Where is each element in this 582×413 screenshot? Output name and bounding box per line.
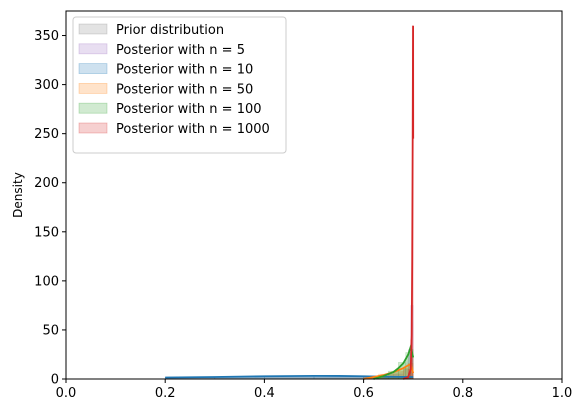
legend-label-posterior-with-n-50: Posterior with n = 50 bbox=[116, 82, 253, 97]
x-tick-label-3: 0.6 bbox=[353, 386, 374, 401]
kde-line-posterior-with-n-100 bbox=[373, 343, 415, 380]
y-axis: 0 50 100 150 200 250 300 350 bbox=[34, 29, 66, 388]
legend-label-prior-distribution: Prior distribution bbox=[116, 23, 224, 38]
kde-line-posterior-with-n-1000 bbox=[402, 25, 415, 380]
x-tick-label-0: 0.0 bbox=[56, 386, 77, 401]
y-tick-label-2: 100 bbox=[34, 274, 59, 289]
legend-swatch-posterior-with-n-1000 bbox=[78, 122, 108, 134]
legend-swatch-posterior-with-n-100 bbox=[78, 102, 108, 114]
x-axis: 0.0 0.2 0.4 0.6 0.8 1.0 bbox=[56, 379, 573, 401]
legend-swatch-posterior-with-n-50 bbox=[78, 83, 108, 94]
legend-label-posterior-with-n-10: Posterior with n = 10 bbox=[116, 63, 253, 78]
y-tick-label-7: 350 bbox=[34, 29, 59, 44]
x-tick-label-2: 0.4 bbox=[254, 386, 275, 401]
y-tick-label-3: 150 bbox=[34, 225, 59, 240]
y-tick-label-0: 0 bbox=[51, 373, 59, 388]
legend-label-posterior-with-n-100: Posterior with n = 100 bbox=[116, 102, 262, 117]
kde-area-posterior-with-n-100 bbox=[373, 346, 414, 379]
x-tick-label-4: 0.8 bbox=[452, 386, 473, 401]
y-tick-label-4: 200 bbox=[34, 176, 59, 191]
kde-area-posterior-with-n-5 bbox=[363, 320, 414, 379]
legend-swatch-posterior-with-n-10 bbox=[78, 63, 108, 74]
legend-frame bbox=[72, 16, 287, 154]
plot-lines bbox=[165, 25, 415, 380]
y-tick-label-5: 250 bbox=[34, 127, 59, 142]
plot-frame bbox=[65, 10, 563, 380]
y-tick-label-6: 300 bbox=[34, 78, 59, 93]
y-tick-label-1: 50 bbox=[42, 323, 59, 338]
legend-swatch-posterior-with-n-5 bbox=[78, 43, 108, 55]
x-tick-label-5: 1.0 bbox=[552, 386, 573, 401]
y-axis-label: Density bbox=[11, 172, 25, 218]
x-tick-label-1: 0.2 bbox=[155, 386, 176, 401]
legend: Prior distribution Posterior with n = 5 Po… bbox=[72, 16, 287, 154]
legend-label-posterior-with-n-1000: Posterior with n = 1000 bbox=[116, 122, 270, 137]
kde-area-posterior-with-n-50 bbox=[363, 364, 414, 379]
legend-label-posterior-with-n-5: Posterior with n = 5 bbox=[116, 43, 245, 58]
legend-swatch-prior-distribution bbox=[78, 23, 108, 35]
